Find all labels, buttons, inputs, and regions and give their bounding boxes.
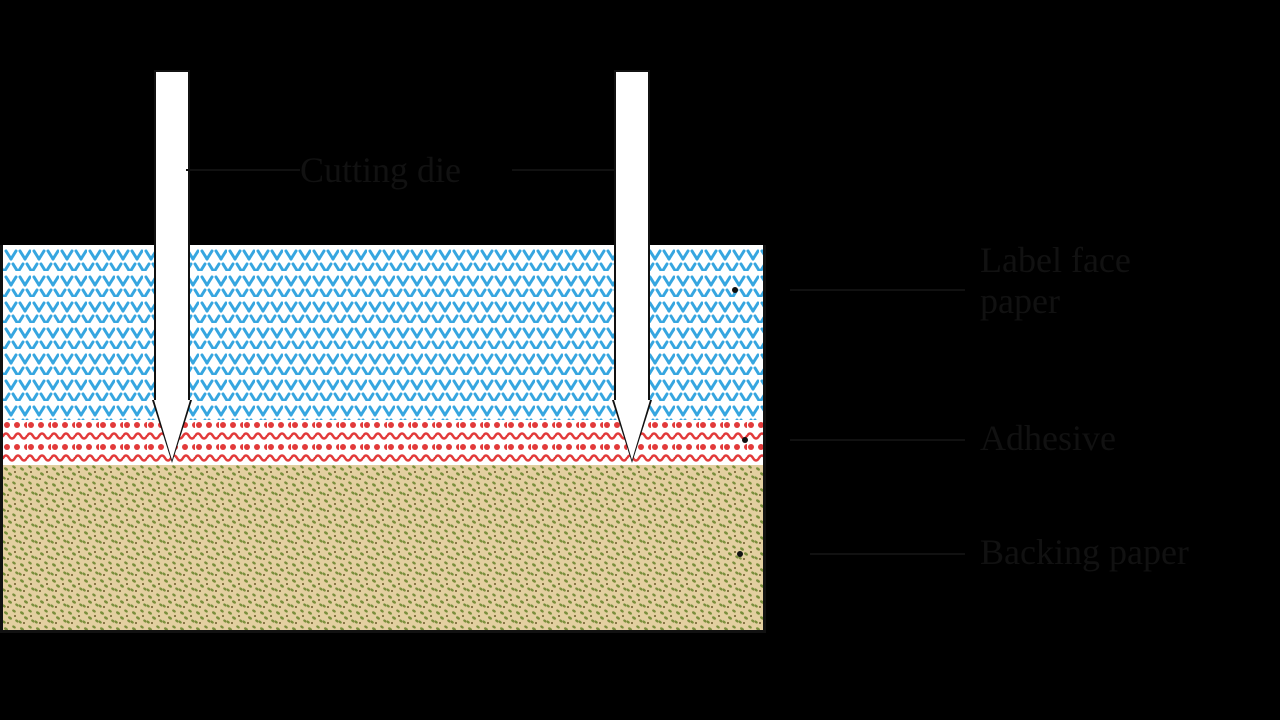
leader-dot [732, 287, 738, 293]
cutting-die-right [614, 70, 650, 402]
diagram-stage: Cutting die Label face paper Adhesive Ba… [0, 0, 1280, 720]
leader-line [512, 169, 614, 171]
label-face-paper-layer [0, 245, 766, 420]
leader-line [810, 553, 965, 555]
leader-dot [742, 437, 748, 443]
label-face-paper-label: Label face paper [980, 240, 1131, 323]
cutting-die-left [154, 70, 190, 402]
leader-dot [737, 551, 743, 557]
backing-paper-label: Backing paper [980, 532, 1189, 573]
leader-line [790, 289, 965, 291]
cutting-die-label: Cutting die [300, 150, 461, 191]
leader-line [186, 169, 300, 171]
adhesive-label: Adhesive [980, 418, 1116, 459]
leader-line [790, 439, 965, 441]
backing-paper-layer [0, 465, 766, 633]
